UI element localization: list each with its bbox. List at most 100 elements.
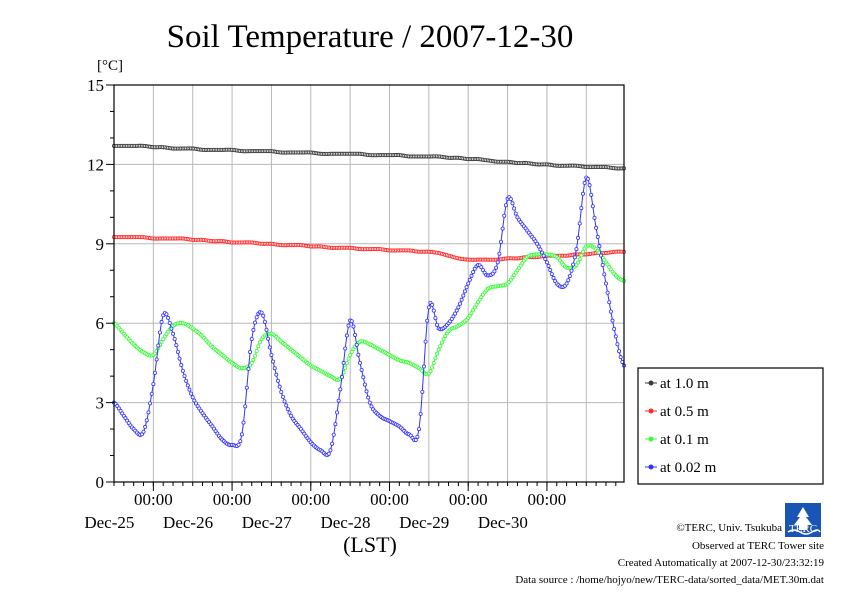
data-point xyxy=(420,389,425,394)
data-point xyxy=(543,257,548,262)
data-point xyxy=(600,262,605,267)
data-point xyxy=(289,413,294,418)
data-point xyxy=(167,320,172,325)
data-point xyxy=(271,359,276,364)
data-point xyxy=(177,356,182,361)
y-axis-unit-label: [°C] xyxy=(97,58,123,74)
data-point xyxy=(576,260,581,265)
data-point xyxy=(497,251,502,256)
data-point xyxy=(254,315,259,320)
data-point xyxy=(353,332,358,337)
data-point xyxy=(330,441,335,446)
data-point xyxy=(538,247,543,252)
y-tick-label: 12 xyxy=(87,155,104,174)
data-point xyxy=(149,391,154,396)
data-point xyxy=(261,313,266,318)
x-tick-time-label: 00:00 xyxy=(134,490,173,509)
data-point xyxy=(275,378,280,383)
data-point xyxy=(280,394,285,399)
data-point xyxy=(174,343,179,348)
x-tick-date-label: Dec-26 xyxy=(163,513,213,532)
data-point xyxy=(179,363,184,368)
series-line xyxy=(113,176,625,456)
data-point xyxy=(456,305,461,310)
data-point xyxy=(494,265,499,270)
data-point xyxy=(172,337,177,342)
data-point xyxy=(458,301,463,306)
data-point xyxy=(592,215,597,220)
data-point xyxy=(359,367,364,372)
y-axis: 0 3 6 9 12 15 xyxy=(87,76,114,492)
data-point xyxy=(357,360,362,365)
plot-frame xyxy=(113,84,625,483)
data-point xyxy=(436,347,441,352)
data-point xyxy=(453,311,458,316)
data-point xyxy=(328,448,333,453)
data-point xyxy=(566,278,571,283)
logo-wave-icon xyxy=(787,529,821,535)
y-tick-label: 9 xyxy=(96,235,105,254)
data-point xyxy=(243,404,248,409)
data-point xyxy=(454,308,459,313)
y-tick-label: 15 xyxy=(87,76,104,95)
x-tick-date-label: Dec-25 xyxy=(84,513,134,532)
data-point xyxy=(480,267,485,272)
data-point xyxy=(367,400,372,405)
data-point xyxy=(607,300,612,305)
data-point xyxy=(253,353,258,358)
data-point xyxy=(426,305,431,310)
data-point xyxy=(435,322,440,327)
data-point xyxy=(277,384,282,389)
data-point xyxy=(590,204,595,209)
grid-lines xyxy=(114,84,624,483)
legend-swatch-marker xyxy=(648,436,654,442)
data-point xyxy=(430,302,435,307)
series-at-1-0-m xyxy=(112,143,627,171)
data-point xyxy=(192,398,197,403)
data-point xyxy=(579,206,584,211)
data-point xyxy=(439,340,444,345)
data-point xyxy=(513,211,518,216)
logo-tree-icon xyxy=(794,507,812,530)
data-point xyxy=(425,318,430,323)
data-point xyxy=(579,253,584,258)
data-point xyxy=(249,360,254,365)
data-point xyxy=(151,382,156,387)
data-point xyxy=(576,235,581,240)
terc-logo xyxy=(785,503,821,537)
data-point xyxy=(605,290,610,295)
legend-swatch-marker xyxy=(648,408,654,414)
data-point xyxy=(238,439,243,444)
data-point xyxy=(551,275,556,280)
data-point xyxy=(502,213,507,218)
data-point xyxy=(540,250,545,255)
series-at-0-02-m xyxy=(112,175,627,458)
data-point xyxy=(285,407,290,412)
data-point xyxy=(582,180,587,185)
data-point xyxy=(508,197,513,202)
legend-label: at 0.1 m xyxy=(660,432,709,448)
chart-title: Soil Temperature / 2007-12-30 xyxy=(167,19,574,55)
data-point xyxy=(349,319,354,324)
data-point xyxy=(257,340,262,345)
data-point xyxy=(239,432,244,437)
data-point xyxy=(184,378,189,383)
data-point xyxy=(333,422,338,427)
data-point xyxy=(541,253,546,258)
data-point xyxy=(169,326,174,331)
data-point xyxy=(348,352,353,357)
legend: at 1.0 m at 0.5 m at 0.1 m at 0.02 m xyxy=(637,367,824,485)
data-point xyxy=(157,330,162,335)
data-point xyxy=(499,239,504,244)
data-point xyxy=(492,269,497,274)
data-point xyxy=(462,289,467,294)
x-tick-time-label: 00:00 xyxy=(370,490,409,509)
data-point xyxy=(472,305,477,310)
data-point xyxy=(430,365,435,370)
data-point xyxy=(364,389,369,394)
data-point xyxy=(567,273,572,278)
data-point xyxy=(246,366,251,371)
data-point xyxy=(435,351,440,356)
data-point xyxy=(336,398,341,403)
data-point xyxy=(461,293,466,298)
